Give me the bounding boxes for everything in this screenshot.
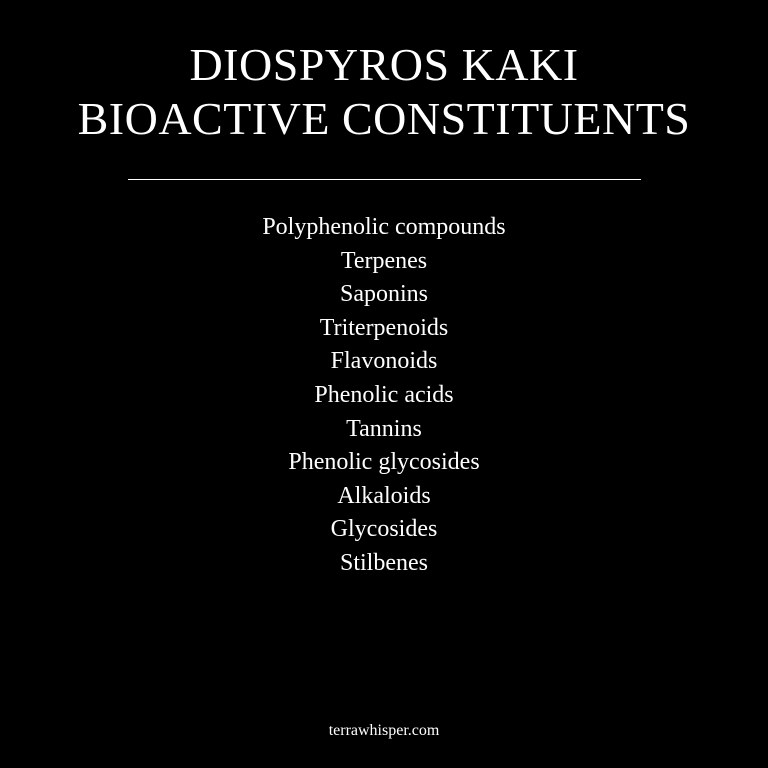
list-item: Triterpenoids (319, 314, 449, 341)
title-divider (128, 179, 641, 180)
list-item: Phenolic glycosides (288, 449, 480, 476)
list-item: Stilbenes (340, 549, 428, 576)
list-item: Polyphenolic compounds (262, 214, 506, 240)
list-item: Saponins (339, 281, 428, 308)
constituents-list: Polyphenolic compounds Terpenes Saponins… (0, 211, 768, 581)
list-item: Terpenes (340, 247, 428, 274)
list-item: Flavonoids (330, 348, 438, 375)
title-line-2: BIOACTIVE CONSTITUENTS (77, 93, 691, 144)
list-item: Alkaloids (337, 482, 431, 509)
page-title: DIOSPYROS KAKI BIOACTIVE CONSTITUENTS (0, 38, 768, 146)
list-item: Phenolic acids (314, 381, 454, 408)
list-item: Glycosides (330, 516, 438, 543)
title-line-1: DIOSPYROS KAKI (189, 39, 579, 90)
list-item: Tannins (346, 415, 422, 442)
footer-site-credit: terrawhisper.com (328, 722, 440, 739)
